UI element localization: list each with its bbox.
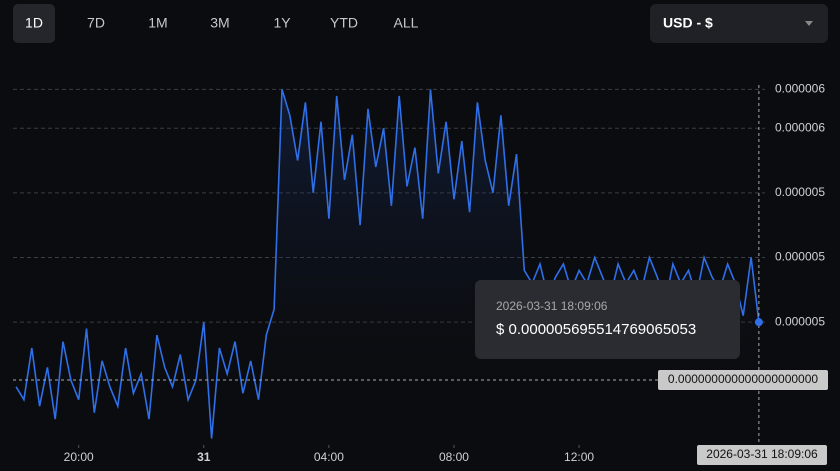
x-tick-label: 04:00	[314, 450, 344, 464]
range-button[interactable]: ALL	[394, 15, 419, 31]
range-button-active[interactable]	[13, 4, 55, 43]
x-tick-label: 12:00	[564, 450, 594, 464]
x-tick-label: 20:00	[64, 450, 94, 464]
y-tick-label: 0.000006	[775, 82, 825, 96]
y-tick-label: 0.000005	[775, 250, 825, 264]
range-button[interactable]: 1M	[148, 15, 167, 31]
range-button[interactable]: 1Y	[273, 15, 291, 31]
dropdown-arrow	[805, 21, 813, 26]
last-point	[754, 318, 763, 327]
range-button[interactable]: YTD	[330, 15, 358, 31]
y-tick-label: 0.000005	[775, 314, 825, 328]
y-tick-label: 0.000006	[775, 120, 825, 134]
crosshair-y-box	[658, 370, 828, 390]
x-tick-label: 31	[197, 450, 211, 464]
price-line	[15, 89, 760, 439]
range-button[interactable]: 3M	[210, 15, 229, 31]
range-button[interactable]: 1D	[25, 15, 43, 31]
tooltip	[475, 280, 740, 359]
tooltip-time: 2026-03-31 18:09:06	[496, 299, 608, 313]
range-button[interactable]: 7D	[87, 15, 105, 31]
currency-select[interactable]	[650, 4, 828, 43]
x-tick-label: 08:00	[439, 450, 469, 464]
tooltip-price: $ 0.000005695514769065053	[496, 321, 696, 338]
currency-label: USD - $	[663, 15, 713, 31]
crosshair-x-box	[697, 445, 827, 465]
crosshair-x-label: 2026-03-31 18:09:06	[706, 447, 818, 461]
y-tick-label: 0.000005	[775, 185, 825, 199]
crosshair-y-label: 0.000000000000000000000	[668, 372, 818, 386]
